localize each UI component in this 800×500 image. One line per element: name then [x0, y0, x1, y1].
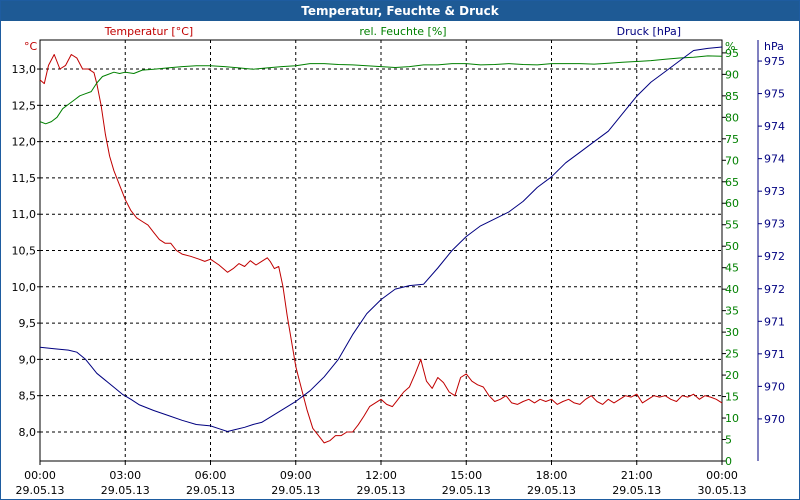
y-tick-label-pressure: 974: [764, 120, 785, 133]
x-tick-time-label: 18:00: [536, 469, 568, 482]
y-tick-label-humidity: 60: [725, 197, 739, 210]
legend-temperature: Temperatur [°C]: [104, 25, 193, 38]
y-tick-label-pressure: 971: [764, 315, 785, 328]
y-tick-label-pressure: 975: [764, 55, 785, 68]
y-tick-label-pressure: 971: [764, 348, 785, 361]
y-tick-label-temperature: 12,5: [12, 99, 37, 112]
humidity-unit-label: %: [725, 40, 735, 53]
x-tick-time-label: 12:00: [365, 469, 397, 482]
temperature-unit-label: °C: [24, 40, 38, 53]
y-tick-label-humidity: 65: [725, 176, 739, 189]
y-tick-label-humidity: 25: [725, 348, 739, 361]
y-tick-label-humidity: 85: [725, 90, 739, 103]
x-tick-time-label: 15:00: [450, 469, 482, 482]
y-tick-label-pressure: 975: [764, 88, 785, 101]
y-tick-label-temperature: 11,0: [12, 208, 37, 221]
y-tick-label-pressure: 974: [764, 153, 785, 166]
y-tick-label-temperature: 9,5: [19, 317, 37, 330]
y-tick-label-temperature: 8,0: [19, 426, 37, 439]
y-tick-label-temperature: 12,0: [12, 136, 37, 149]
y-tick-label-pressure: 972: [764, 250, 785, 263]
x-tick-time-label: 00:00: [706, 469, 738, 482]
y-tick-label-humidity: 10: [725, 412, 739, 425]
axis-labels: 00:00 29.05.13 03:00 29.05.13 06:00 29.05.13 0…: [12, 25, 786, 497]
pressure-unit-label: hPa: [764, 40, 784, 53]
y-tick-label-pressure: 970: [764, 413, 785, 426]
y-tick-label-pressure: 973: [764, 185, 785, 198]
y-tick-label-temperature: 10,0: [12, 281, 37, 294]
y-tick-label-temperature: 13,0: [12, 63, 37, 76]
y-tick-label-humidity: 5: [725, 434, 732, 447]
y-tick-label-temperature: 11,5: [12, 172, 37, 185]
y-tick-label-temperature: 8,5: [19, 390, 37, 403]
y-tick-label-humidity: 30: [725, 326, 739, 339]
y-tick-label-humidity: 15: [725, 391, 739, 404]
y-tick-label-humidity: 55: [725, 219, 739, 232]
x-tick-date-label: 29.05.13: [271, 484, 320, 497]
legend-pressure: Druck [hPa]: [617, 25, 681, 38]
series-line-temperature: [39, 54, 723, 444]
x-tick-date-label: 29.05.13: [101, 484, 150, 497]
grid-lines: [37, 40, 762, 465]
x-tick-time-label: 09:00: [280, 469, 312, 482]
y-tick-label-humidity: 35: [725, 305, 739, 318]
y-tick-label-humidity: 80: [725, 111, 739, 124]
y-tick-label-temperature: 10,5: [12, 245, 37, 258]
y-tick-label-humidity: 95: [725, 47, 739, 60]
y-tick-label-humidity: 50: [725, 240, 739, 253]
series-layer: [39, 46, 723, 444]
legend-humidity: rel. Feuchte [%]: [359, 25, 446, 38]
y-tick-label-pressure: 972: [764, 283, 785, 296]
x-tick-time-label: 03:00: [109, 469, 141, 482]
x-tick-time-label: 06:00: [195, 469, 227, 482]
y-tick-label-humidity: 40: [725, 283, 739, 296]
series-line-humidity: [39, 55, 723, 125]
y-tick-label-temperature: 9,0: [19, 353, 37, 366]
x-tick-date-label: 29.05.13: [442, 484, 491, 497]
y-tick-label-humidity: 45: [725, 262, 739, 275]
y-tick-label-humidity: 0: [725, 455, 732, 468]
y-tick-label-pressure: 973: [764, 218, 785, 231]
x-tick-time-label: 00:00: [24, 469, 56, 482]
x-tick-date-label: 29.05.13: [16, 484, 65, 497]
y-tick-label-humidity: 20: [725, 369, 739, 382]
x-tick-time-label: 21:00: [621, 469, 653, 482]
y-tick-label-humidity: 90: [725, 68, 739, 81]
x-tick-date-label: 29.05.13: [357, 484, 406, 497]
series-line-pressure: [39, 46, 723, 432]
y-tick-label-humidity: 75: [725, 133, 739, 146]
y-tick-label-humidity: 70: [725, 154, 739, 167]
y-tick-label-pressure: 970: [764, 380, 785, 393]
x-tick-date-label: 30.05.13: [698, 484, 747, 497]
chart-title: Temperatur, Feuchte & Druck: [1, 1, 799, 21]
x-tick-date-label: 29.05.13: [527, 484, 576, 497]
x-tick-date-label: 29.05.13: [186, 484, 235, 497]
x-tick-date-label: 29.05.13: [612, 484, 661, 497]
